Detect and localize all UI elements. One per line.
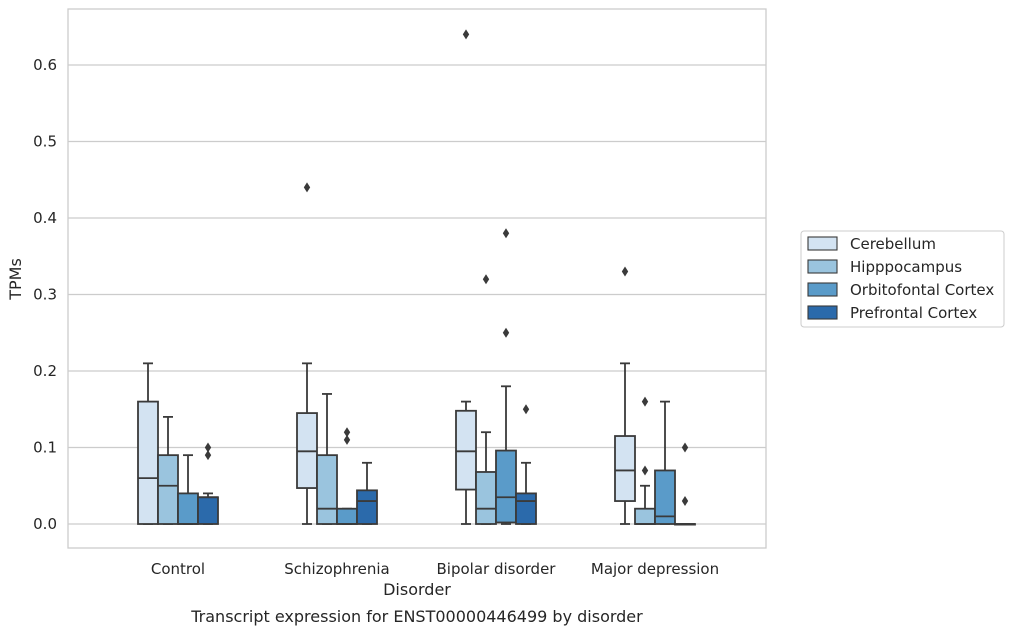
box: [296, 182, 318, 525]
box-iqr: [495, 449, 517, 524]
box-groups: [137, 29, 696, 526]
x-tick-label: Control: [151, 560, 205, 578]
box: [614, 266, 636, 525]
outlier-point: [482, 274, 490, 285]
legend-swatch: [807, 259, 838, 274]
box: [137, 362, 159, 525]
box-iqr: [455, 409, 477, 491]
legend-frame: [800, 230, 1005, 328]
legend-label: Hipppocampus: [850, 258, 962, 276]
box-iqr: [137, 400, 159, 525]
legend: Cerebellum Hipppocampus Orbitofontal Corte…: [800, 230, 1005, 328]
box: [197, 442, 219, 525]
outlier-point: [343, 427, 351, 438]
box-iqr: [515, 492, 537, 525]
box-iqr: [336, 507, 358, 525]
legend-swatch: [807, 305, 838, 320]
box: [495, 228, 517, 525]
x-tick-label: Bipolar disorder: [437, 560, 557, 578]
legend-label: Orbitofontal Cortex: [850, 281, 994, 299]
legend-swatch: [807, 282, 838, 297]
box: [634, 396, 656, 525]
box-iqr: [654, 469, 676, 525]
outlier-point: [462, 29, 470, 40]
outlier-point: [502, 327, 510, 338]
x-tick-labels: Control Schizophrenia Bipolar disorder Majo…: [151, 560, 719, 578]
y-tick-label: 0.6: [33, 56, 57, 74]
box-iqr: [356, 489, 378, 525]
legend-label: Cerebellum: [850, 235, 936, 253]
y-tick-label: 0.2: [33, 362, 57, 380]
outlier-point: [204, 442, 212, 453]
outlier-point: [303, 182, 311, 193]
box: [177, 454, 199, 525]
y-tick-label: 0.3: [33, 286, 57, 304]
box: [455, 29, 477, 525]
y-tick-label: 0.1: [33, 439, 57, 457]
outlier-point: [343, 434, 351, 445]
y-axis-label: TPMs: [6, 258, 25, 301]
box-iqr: [634, 507, 656, 525]
outlier-point: [621, 266, 629, 277]
outlier-point: [204, 450, 212, 461]
x-axis-label: Disorder: [383, 580, 451, 599]
outlier-point: [681, 442, 689, 453]
box: [475, 274, 497, 525]
outlier-point: [641, 465, 649, 476]
box: [316, 393, 338, 525]
outlier-point: [522, 404, 530, 415]
outlier-point: [641, 396, 649, 407]
box-iqr: [157, 454, 179, 525]
box: [157, 415, 179, 525]
outlier-point: [502, 228, 510, 239]
gridlines: [68, 64, 766, 525]
box: [515, 404, 537, 525]
box: [674, 442, 696, 526]
box-iqr: [177, 492, 199, 525]
box-iqr: [614, 435, 636, 502]
box: [336, 427, 358, 525]
legend-swatch: [807, 236, 838, 251]
box-iqr: [475, 471, 497, 525]
box-iqr: [316, 454, 338, 525]
legend-label: Prefrontal Cortex: [850, 304, 977, 322]
box: [356, 461, 378, 525]
y-tick-label: 0.5: [33, 133, 57, 151]
box-iqr: [197, 496, 219, 525]
y-tick-label: 0.0: [33, 515, 57, 533]
y-tick-labels: 0.0 0.1 0.2 0.3 0.4 0.5 0.6: [33, 56, 57, 533]
outlier-point: [681, 496, 689, 507]
chart-caption: Transcript expression for ENST0000044649…: [190, 607, 643, 626]
box: [654, 400, 676, 525]
plot-frame: [67, 8, 767, 549]
x-tick-label: Schizophrenia: [284, 560, 389, 578]
x-tick-label: Major depression: [591, 560, 719, 578]
y-tick-label: 0.4: [33, 209, 57, 227]
